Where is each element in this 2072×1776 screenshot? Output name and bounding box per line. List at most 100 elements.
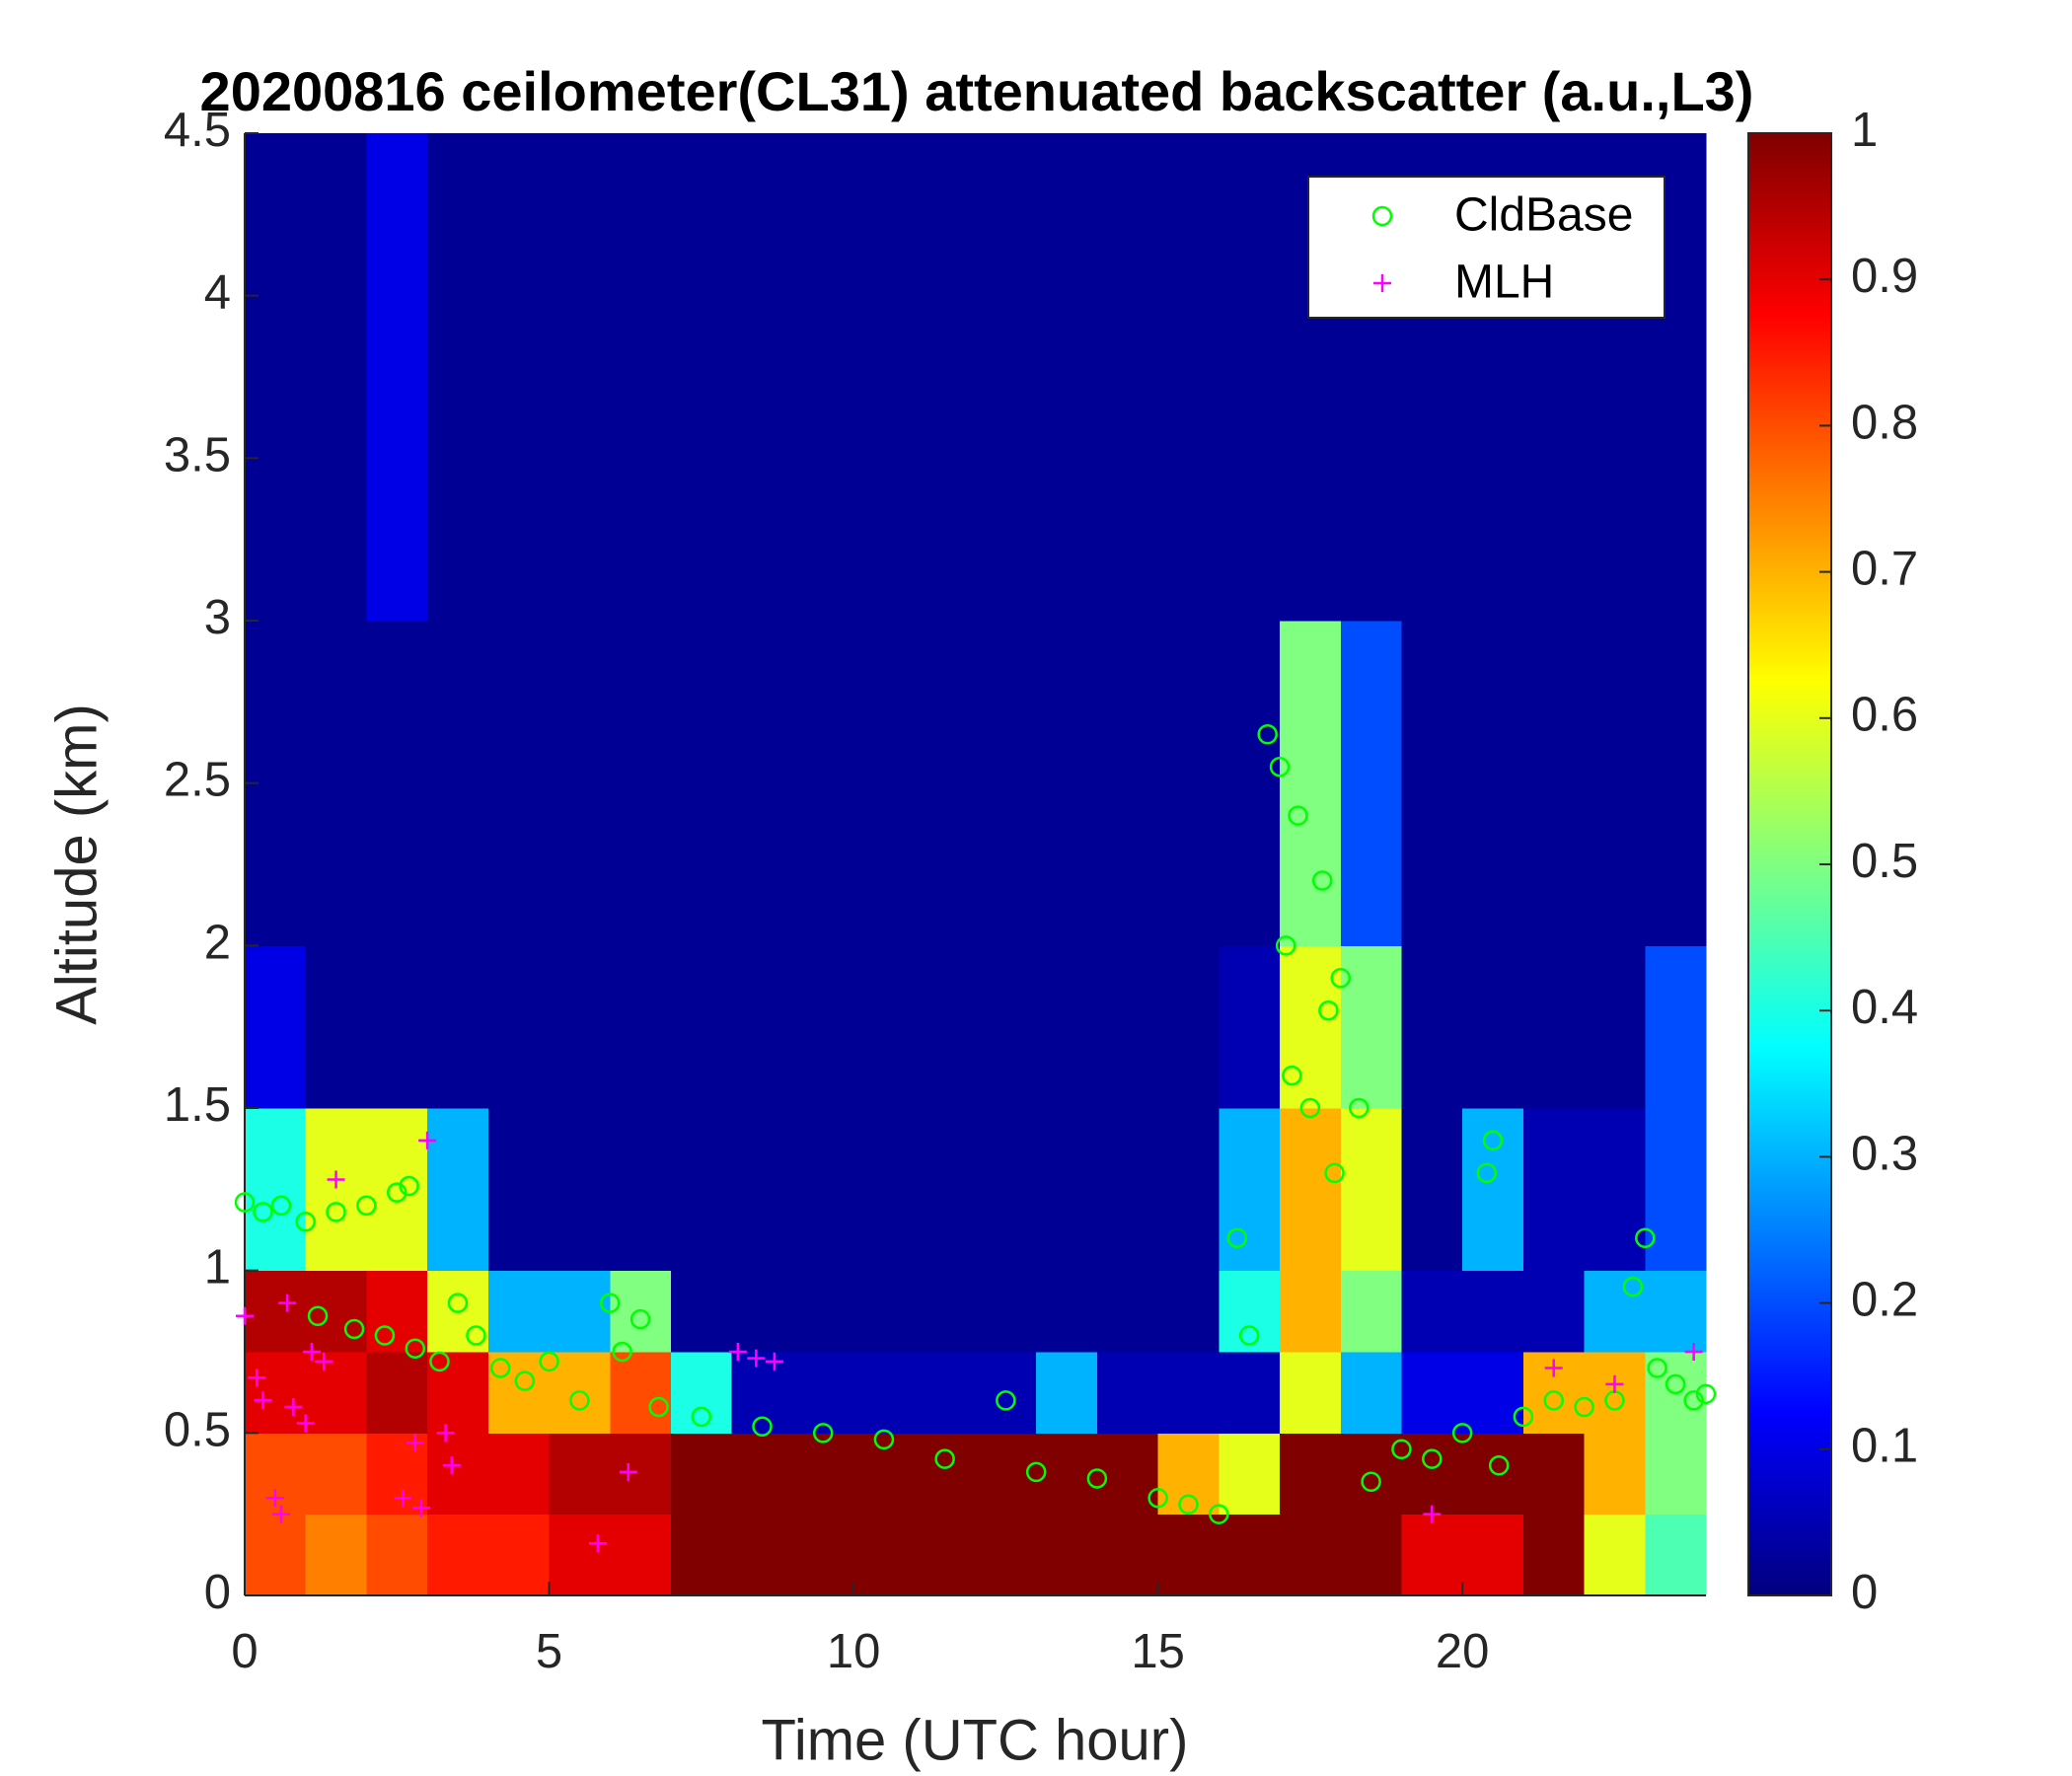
marker xyxy=(619,1462,637,1481)
heatmap-cell xyxy=(1219,1514,1281,1596)
heatmap-cell xyxy=(731,1352,793,1434)
marker xyxy=(1574,1396,1594,1418)
heatmap-cell xyxy=(427,1352,489,1434)
colorbar-tick-label: 0.9 xyxy=(1851,250,1918,303)
heatmap-cell xyxy=(1280,1270,1342,1353)
marker xyxy=(1311,870,1333,891)
heatmap-cell xyxy=(792,1514,854,1596)
heatmap-cell xyxy=(427,1514,489,1596)
marker xyxy=(295,1212,316,1232)
heatmap-cell xyxy=(853,133,916,622)
marker xyxy=(1282,1065,1302,1086)
heatmap-cell xyxy=(1645,621,1707,946)
heatmap-cell xyxy=(1219,1108,1281,1272)
marker xyxy=(1086,1468,1108,1489)
heatmap-cell xyxy=(487,1108,551,1272)
legend-box xyxy=(1307,176,1665,319)
marker xyxy=(296,1414,315,1433)
marker xyxy=(254,1391,272,1410)
heatmap-cell xyxy=(1157,621,1220,946)
heatmap-cell xyxy=(853,621,916,946)
heatmap-cell xyxy=(366,621,428,946)
heatmap-cell xyxy=(305,1352,367,1434)
marker xyxy=(374,1325,396,1346)
heatmap-cell xyxy=(1401,945,1463,1109)
colorbar xyxy=(1747,132,1832,1596)
heatmap-cell xyxy=(1401,1433,1463,1516)
marker xyxy=(539,1351,559,1372)
heatmap-cell xyxy=(1645,1433,1707,1516)
marker xyxy=(265,1489,284,1508)
heatmap-cell xyxy=(1645,1514,1707,1596)
heatmap-cell xyxy=(792,945,854,1109)
heatmap-cell xyxy=(610,1514,672,1596)
heatmap-cell xyxy=(549,1108,611,1272)
marker xyxy=(1488,1455,1510,1476)
colorbar-tick-label: 0.7 xyxy=(1851,543,1918,596)
heatmap-cell xyxy=(1462,1270,1524,1353)
heatmap-cell xyxy=(1219,945,1281,1109)
marker xyxy=(1684,1343,1703,1361)
heatmap-cell xyxy=(549,1514,611,1596)
heatmap-cell xyxy=(1157,1433,1220,1516)
heatmap-cell xyxy=(1462,1514,1524,1596)
colorbar-tick-label: 0.8 xyxy=(1851,396,1918,449)
x-tick-label: 20 xyxy=(1436,1625,1490,1678)
heatmap-cell xyxy=(853,1270,916,1353)
heatmap-cell xyxy=(975,1514,1037,1596)
chart-title: 20200816 ceilometer(CL31) attenuated bac… xyxy=(200,60,1754,122)
colorbar-tick-label: 0.4 xyxy=(1851,981,1918,1034)
heatmap-cell xyxy=(487,1433,551,1516)
heatmap-cell xyxy=(853,1433,916,1516)
heatmap-cell xyxy=(305,133,367,622)
marker xyxy=(429,1351,450,1372)
marker xyxy=(343,1318,365,1340)
marker xyxy=(514,1370,536,1391)
heatmap-cell xyxy=(427,1108,489,1272)
marker xyxy=(752,1416,773,1437)
heatmap-cell xyxy=(1036,1433,1098,1516)
heatmap-cell xyxy=(610,133,672,622)
heatmap-cell xyxy=(1096,1108,1159,1272)
heatmap-cell xyxy=(792,1433,854,1516)
y-tick-label: 0 xyxy=(204,1566,231,1619)
marker xyxy=(315,1352,333,1370)
heatmap-cell xyxy=(731,945,793,1109)
heatmap-cell xyxy=(245,945,307,1109)
heatmap-cell xyxy=(975,621,1037,946)
heatmap-cell xyxy=(1096,1433,1159,1516)
marker xyxy=(1226,1227,1248,1248)
legend-label: CldBase xyxy=(1454,189,1633,242)
heatmap-cell xyxy=(1219,621,1281,946)
heatmap-cell xyxy=(1096,945,1159,1109)
heatmap-cell xyxy=(1280,1514,1342,1596)
heatmap-cell xyxy=(670,1108,733,1272)
heatmap-cell xyxy=(1340,1108,1402,1272)
y-tick-label: 2 xyxy=(204,916,231,969)
y-tick-label: 4.5 xyxy=(164,104,231,157)
marker xyxy=(588,1534,607,1553)
heatmap-cell xyxy=(1219,1352,1281,1434)
x-tick-label: 15 xyxy=(1131,1625,1185,1678)
legend-marker xyxy=(1371,205,1393,227)
heatmap-cell xyxy=(366,1108,428,1272)
heatmap-cell xyxy=(1280,945,1342,1109)
y-tick-label: 0.5 xyxy=(164,1403,231,1456)
marker xyxy=(326,1202,346,1222)
heatmap-cell xyxy=(1645,1108,1707,1272)
legend-marker xyxy=(1373,274,1391,292)
heatmap-cell xyxy=(975,1270,1037,1353)
marker xyxy=(1544,1359,1563,1377)
heatmap-cell xyxy=(1036,945,1098,1109)
marker xyxy=(1025,1461,1047,1483)
heatmap-cell xyxy=(914,1270,976,1353)
marker xyxy=(996,1390,1016,1411)
marker xyxy=(399,1175,419,1197)
marker xyxy=(272,1505,291,1523)
colorbar-tick-label: 0.2 xyxy=(1851,1274,1918,1327)
heatmap-cell xyxy=(1584,945,1646,1109)
heatmap-cell xyxy=(427,945,489,1109)
marker xyxy=(1635,1227,1656,1248)
heatmap-cell xyxy=(731,1433,793,1516)
